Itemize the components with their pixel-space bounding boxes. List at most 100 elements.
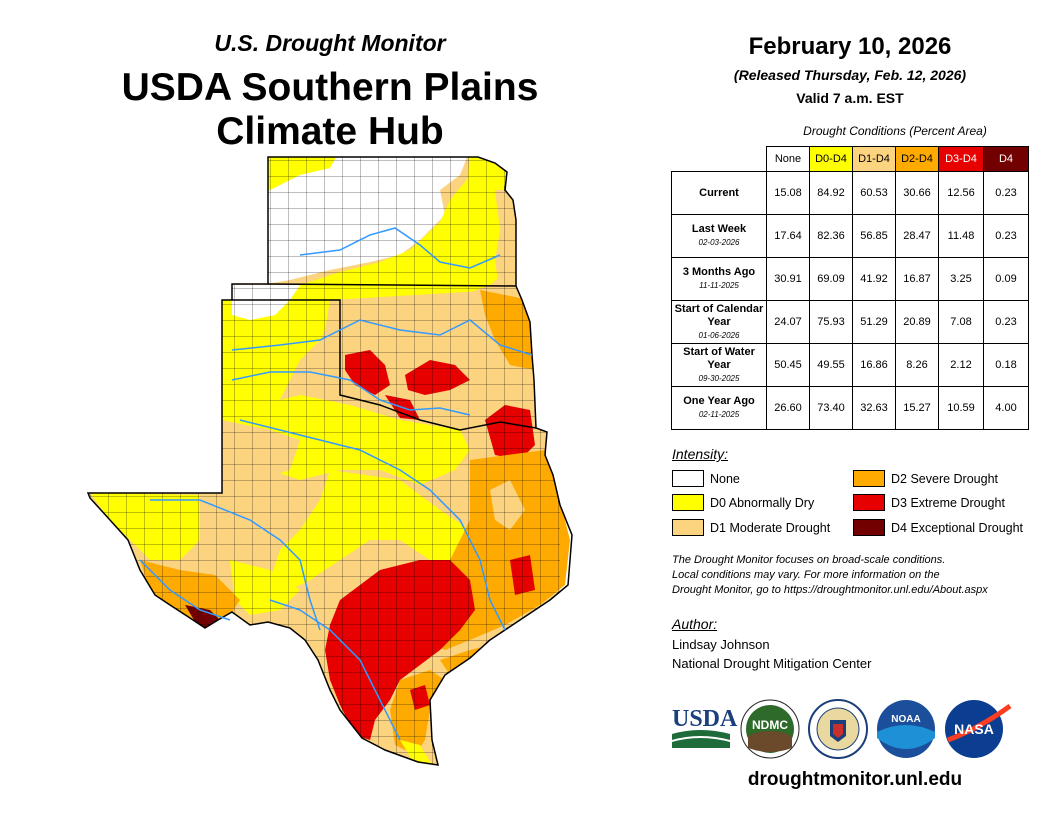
table-cell: 69.09: [809, 257, 853, 301]
row-label-text: One Year Ago: [683, 395, 755, 407]
row-label-date: 02-11-2025: [698, 410, 740, 419]
partner-logos: USDA NDMC NOAA NASA: [672, 699, 1012, 759]
column-header-d2-d4: D2-D4: [895, 146, 939, 172]
table-row: 3 Months Ago 11-11-2025 30.91 69.09 41.92 16.…: [671, 257, 1029, 301]
valid-time: Valid 7 a.m. EST: [796, 90, 904, 106]
drought-monitor-note: The Drought Monitor focuses on broad-sca…: [672, 553, 1047, 598]
column-header-d3-d4: D3-D4: [938, 146, 984, 172]
ndmc-logo: NDMC: [740, 699, 800, 759]
table-cell: 8.26: [895, 343, 939, 387]
commerce-seal-logo: [808, 699, 868, 759]
row-label-text: 3 Months Ago: [682, 266, 756, 278]
legend-title: Intensity:: [672, 446, 729, 462]
row-label: Last Week 02-03-2026: [671, 214, 767, 258]
table-cell: 7.08: [938, 300, 984, 344]
legend-item: D3 Extreme Drought: [853, 494, 1005, 511]
column-header-d4: D4: [983, 146, 1029, 172]
table-caption: Drought Conditions (Percent Area): [803, 124, 987, 138]
website-url[interactable]: droughtmonitor.unl.edu: [747, 769, 963, 790]
column-header-none: None: [766, 146, 810, 172]
map-title: USDA Southern Plains Climate Hub: [80, 66, 580, 154]
table-cell: 0.09: [983, 257, 1029, 301]
author-title: Author:: [672, 616, 718, 632]
table-cell: 15.27: [895, 386, 939, 430]
table-cell: 12.56: [938, 171, 984, 215]
release-date: (Released Thursday, Feb. 12, 2026): [733, 67, 967, 83]
table-cell: 0.23: [983, 300, 1029, 344]
table-cell: 41.92: [852, 257, 896, 301]
table-cell: 0.23: [983, 214, 1029, 258]
row-label-date: 11-11-2025: [699, 281, 739, 290]
legend-item: D4 Exceptional Drought: [853, 519, 1023, 536]
table-cell: 4.00: [983, 386, 1029, 430]
legend-swatch: [672, 519, 704, 536]
table-cell: 16.86: [852, 343, 896, 387]
legend-label: D1 Moderate Drought: [710, 520, 831, 535]
drought-conditions-table: None D0-D4 D1-D4 D2-D4 D3-D4 D4 Current 1…: [671, 146, 1029, 430]
table-cell: 2.12: [938, 343, 984, 387]
table-cell: 49.55: [809, 343, 853, 387]
table-cell: 75.93: [809, 300, 853, 344]
header-blank-cell: [672, 147, 767, 172]
table-cell: 24.07: [766, 300, 810, 344]
table-cell: 30.91: [766, 257, 810, 301]
legend-label: None: [710, 471, 740, 486]
row-label: Current: [671, 171, 767, 215]
table-cell: 11.48: [938, 214, 984, 258]
table-cell: 16.87: [895, 257, 939, 301]
legend-swatch: [672, 470, 704, 487]
column-header-d0-d4: D0-D4: [809, 146, 853, 172]
usda-logo: USDA: [672, 706, 738, 748]
row-label-text: Current: [699, 186, 739, 199]
table-cell: 0.23: [983, 171, 1029, 215]
author-organization: National Drought Mitigation Center: [672, 656, 872, 671]
legend-swatch: [853, 519, 885, 536]
legend-item: D0 Abnormally Dry: [672, 494, 814, 511]
table-row: Start of Water Year 09-30-2025 50.45 49.55 1…: [671, 343, 1029, 387]
legend-item: D1 Moderate Drought: [672, 519, 830, 536]
row-label-date: 09-30-2025: [698, 373, 740, 383]
row-label-date: 02-03-2026: [698, 238, 740, 247]
map-title-line-1: USDA Southern Plains: [121, 66, 539, 109]
table-cell: 51.29: [852, 300, 896, 344]
noaa-logo: NOAA: [877, 700, 935, 758]
table-cell: 26.60: [766, 386, 810, 430]
column-header-d1-d4: D1-D4: [852, 146, 896, 172]
table-cell: 20.89: [895, 300, 939, 344]
map-title-line-2: Climate Hub: [216, 110, 444, 153]
legend-swatch: [853, 494, 885, 511]
table-row: Last Week 02-03-2026 17.64 82.36 56.85 28.47 1…: [671, 214, 1029, 258]
row-label: Start of Calendar Year 01-06-2026: [671, 300, 767, 344]
row-label-date: 01-06-2026: [698, 330, 740, 340]
table-row: Current 15.08 84.92 60.53 30.66 12.56 0.23: [671, 171, 1029, 215]
table-cell: 32.63: [852, 386, 896, 430]
table-cell: 30.66: [895, 171, 939, 215]
row-label: Start of Water Year 09-30-2025: [671, 343, 767, 387]
legend-swatch: [853, 470, 885, 487]
table-cell: 50.45: [766, 343, 810, 387]
nasa-logo-text: NASA: [954, 721, 994, 737]
note-line-1: The Drought Monitor focuses on broad-sca…: [672, 554, 946, 566]
table-cell: 0.18: [983, 343, 1029, 387]
table-cell: 10.59: [938, 386, 984, 430]
table-cell: 3.25: [938, 257, 984, 301]
author-name: Lindsay Johnson: [672, 637, 770, 652]
row-label: 3 Months Ago 11-11-2025: [671, 257, 767, 301]
table-cell: 82.36: [809, 214, 853, 258]
map-date: February 10, 2026: [748, 33, 952, 60]
row-label-text: Last Week: [691, 223, 747, 235]
table-cell: 28.47: [895, 214, 939, 258]
row-label-text: Start of Calendar Year: [674, 302, 764, 328]
table-cell: 60.53: [852, 171, 896, 215]
row-label: One Year Ago 02-11-2025: [671, 386, 767, 430]
ndmc-logo-text: NDMC: [752, 718, 788, 732]
note-line-3: Drought Monitor, go to https://droughtmo…: [672, 584, 988, 596]
legend-label: D3 Extreme Drought: [891, 495, 1005, 510]
legend-item: None: [672, 470, 740, 487]
table-row: One Year Ago 02-11-2025 26.60 73.40 32.63 15.…: [671, 386, 1029, 430]
drought-map: [86, 156, 573, 766]
table-cell: 15.08: [766, 171, 810, 215]
legend-swatch: [672, 494, 704, 511]
table-cell: 73.40: [809, 386, 853, 430]
table-cell: 56.85: [852, 214, 896, 258]
